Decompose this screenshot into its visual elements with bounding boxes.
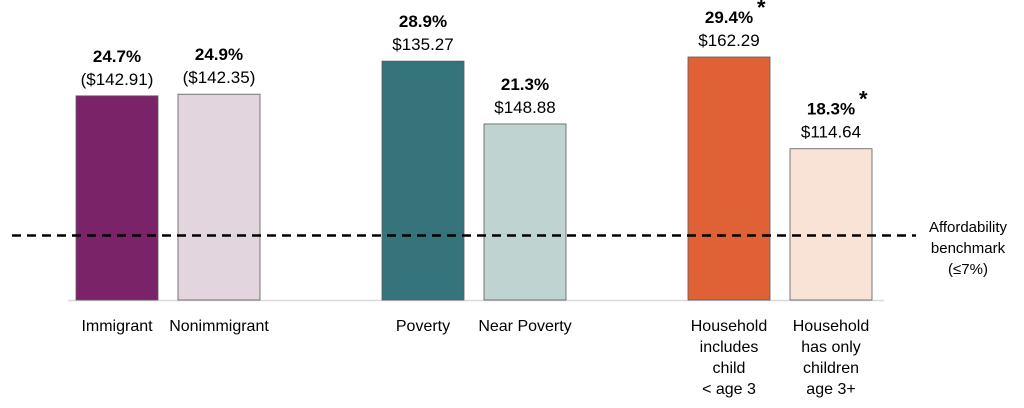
bar-group: ($142.35) 24.9% Nonimmigrant <box>169 45 269 335</box>
category-label: child <box>713 360 746 377</box>
bar <box>177 93 261 301</box>
category-label: has only <box>801 339 861 356</box>
bar <box>687 56 771 301</box>
significance-marker: * <box>757 0 766 20</box>
bar-group: $148.88 21.3% Near Poverty <box>478 75 571 335</box>
category-label: includes <box>700 339 759 356</box>
category-label: < age 3 <box>702 381 756 398</box>
bar-group: $162.29 29.4% * Household includes child < age… <box>687 0 771 398</box>
category-label: children <box>803 360 859 377</box>
cost-label: $162.29 <box>698 31 759 50</box>
bar <box>75 95 159 301</box>
value-label: 29.4% <box>705 8 753 27</box>
cost-label: $114.64 <box>801 123 861 142</box>
cost-label: $148.88 <box>494 98 555 117</box>
bar <box>789 148 873 301</box>
category-label: Household <box>691 318 768 335</box>
category-label: Household <box>793 318 870 335</box>
value-label: 21.3% <box>501 75 549 94</box>
benchmark-label: (≤7%) <box>948 261 988 278</box>
bar <box>381 60 465 301</box>
bar-group: $114.64 18.3% * Household has only children ag… <box>789 87 873 398</box>
value-label: 18.3% <box>807 100 855 119</box>
benchmark-label: Affordability <box>929 219 1008 236</box>
cost-label: ($142.35) <box>183 68 256 87</box>
bar <box>483 123 567 301</box>
category-label: age 3+ <box>806 381 855 398</box>
category-label: Near Poverty <box>478 318 571 335</box>
value-label: 28.9% <box>399 12 447 31</box>
cost-label: ($142.91) <box>81 70 154 89</box>
cost-label: $135.27 <box>392 35 453 54</box>
category-label: Immigrant <box>81 318 153 335</box>
bar-group: $135.27 28.9% Poverty <box>381 12 465 335</box>
category-label: Nonimmigrant <box>169 318 269 335</box>
bar-group: ($142.91) 24.7% Immigrant <box>75 47 159 335</box>
value-label: 24.7% <box>93 47 141 66</box>
value-label: 24.9% <box>195 45 243 64</box>
category-label: Poverty <box>396 318 450 335</box>
benchmark-label: benchmark <box>931 240 1006 257</box>
significance-marker: * <box>859 87 868 112</box>
